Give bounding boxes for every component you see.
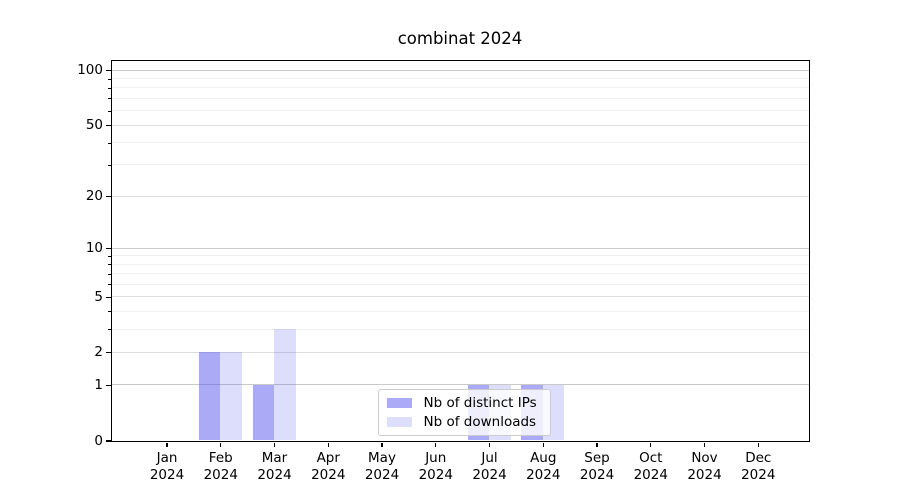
legend-swatch-distinct-ips <box>386 397 412 408</box>
gridline-y-50 <box>111 124 809 126</box>
y-tick-label-1: 1 <box>94 376 103 393</box>
y-tick-2 <box>105 352 111 354</box>
x-tick-label-jul-2024: Jul 2024 <box>472 450 507 483</box>
gridline-y-5 <box>111 296 809 298</box>
y-tick-label-2: 2 <box>94 344 103 361</box>
y-tick-50 <box>105 124 111 127</box>
x-tick-oct-2024 <box>650 442 652 447</box>
gridline-y-70 <box>111 97 809 99</box>
x-tick-feb-2024 <box>220 442 222 447</box>
gridline-y-100 <box>111 69 809 71</box>
x-tick-label-apr-2024: Apr 2024 <box>311 450 346 483</box>
y-minor-tick-70 <box>107 98 111 100</box>
x-tick-label-aug-2024: Aug 2024 <box>526 450 561 483</box>
y-minor-tick-8 <box>107 264 111 266</box>
legend-swatch-downloads <box>386 416 412 427</box>
x-tick-jul-2024 <box>488 442 491 447</box>
gridline-y-10 <box>111 247 809 249</box>
gridline-y-9 <box>111 255 809 257</box>
bar-nb-of-downloads-mar-2024 <box>274 329 296 441</box>
y-minor-tick-30 <box>107 164 111 166</box>
y-minor-tick-7 <box>107 273 111 275</box>
y-tick-0 <box>105 440 111 442</box>
gridline-y-40 <box>111 142 809 144</box>
y-tick-label-0: 0 <box>94 432 103 449</box>
legend-item-downloads: Nb of downloads <box>386 413 542 430</box>
legend-label-distinct-ips: Nb of distinct IPs <box>423 394 537 411</box>
y-tick-label-10: 10 <box>85 240 103 257</box>
y-tick-10 <box>105 248 111 250</box>
x-tick-label-dec-2024: Dec 2024 <box>741 450 776 483</box>
y-tick-label-20: 20 <box>85 188 103 205</box>
gridline-y-20 <box>111 195 809 197</box>
y-tick-label-5: 5 <box>94 288 103 305</box>
legend-label-downloads: Nb of downloads <box>423 413 537 430</box>
y-minor-tick-3 <box>107 329 111 331</box>
plot-area: Nb of distinct IPs Nb of downloads <box>110 59 810 442</box>
bar-nb-of-distinct-ips-mar-2024 <box>252 384 274 441</box>
x-tick-dec-2024 <box>757 442 759 447</box>
x-tick-label-sep-2024: Sep 2024 <box>579 450 615 483</box>
x-tick-label-jan-2024: Jan 2024 <box>149 450 185 483</box>
x-tick-label-feb-2024: Feb 2024 <box>203 450 238 483</box>
x-tick-jan-2024 <box>166 442 168 447</box>
y-minor-tick-80 <box>107 87 111 89</box>
y-minor-tick-60 <box>107 110 111 112</box>
gridline-y-7 <box>111 273 809 275</box>
gridline-y-3 <box>111 328 809 330</box>
x-tick-aug-2024 <box>542 442 544 447</box>
y-tick-1 <box>105 384 111 386</box>
x-tick-may-2024 <box>381 442 383 447</box>
gridline-y-80 <box>111 87 809 89</box>
y-tick-5 <box>105 296 111 298</box>
x-tick-sep-2024 <box>596 442 598 447</box>
gridline-y-6 <box>111 283 809 285</box>
y-tick-100 <box>105 70 111 72</box>
y-minor-tick-40 <box>107 142 111 144</box>
gridline-y-90 <box>111 78 809 80</box>
gridline-y-2 <box>111 351 809 353</box>
y-tick-label-50: 50 <box>85 117 103 134</box>
x-tick-label-oct-2024: Oct 2024 <box>633 450 668 483</box>
gridline-y-1 <box>111 384 809 386</box>
x-tick-label-nov-2024: Nov 2024 <box>687 450 722 483</box>
gridline-y-60 <box>111 110 809 112</box>
bar-nb-of-distinct-ips-feb-2024 <box>198 352 221 441</box>
legend-item-distinct-ips: Nb of distinct IPs <box>386 394 542 411</box>
y-minor-tick-9 <box>107 255 111 257</box>
y-tick-20 <box>105 196 111 198</box>
gridline-y-4 <box>111 310 809 312</box>
x-tick-mar-2024 <box>273 442 276 447</box>
x-tick-nov-2024 <box>703 442 706 447</box>
x-tick-label-jun-2024: Jun 2024 <box>418 450 453 483</box>
legend: Nb of distinct IPs Nb of downloads <box>377 388 551 436</box>
x-tick-label-mar-2024: Mar 2024 <box>257 450 292 483</box>
x-tick-label-may-2024: May 2024 <box>364 450 400 483</box>
bar-nb-of-downloads-feb-2024 <box>220 352 242 441</box>
x-tick-jun-2024 <box>435 442 437 447</box>
gridline-y-8 <box>111 263 809 265</box>
gridline-y-30 <box>111 164 809 166</box>
y-minor-tick-4 <box>107 311 111 313</box>
x-tick-apr-2024 <box>327 442 329 447</box>
y-minor-tick-6 <box>107 284 111 286</box>
chart-title: combinat 2024 <box>397 29 523 48</box>
y-minor-tick-90 <box>107 78 111 80</box>
y-tick-label-100: 100 <box>77 62 103 79</box>
